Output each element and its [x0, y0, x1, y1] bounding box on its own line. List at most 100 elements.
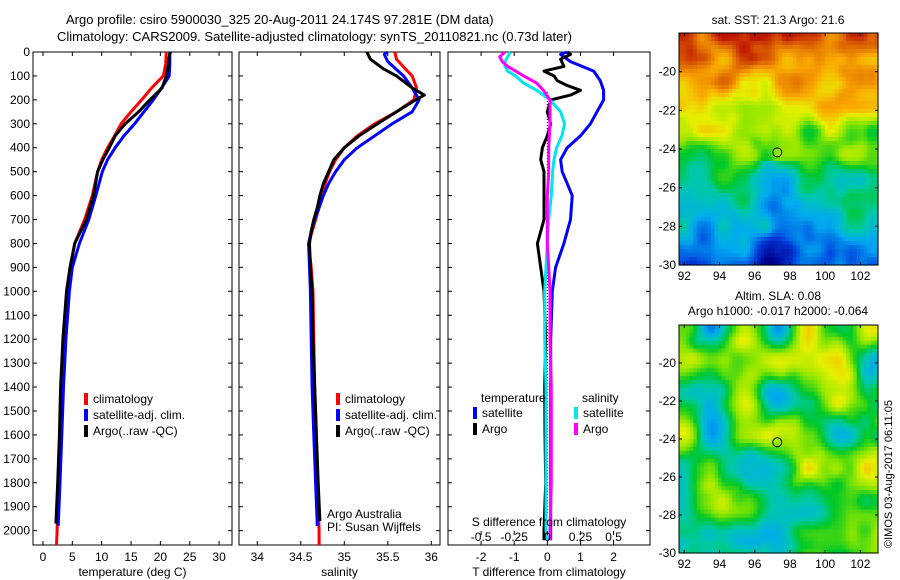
- y-tick-label: -20: [659, 65, 677, 79]
- x-tick-label: 34: [251, 550, 265, 564]
- y-tick-label: -22: [659, 394, 677, 408]
- x-tick-label: 15: [124, 550, 138, 564]
- annotation-line1: Argo Australia: [327, 507, 402, 521]
- y-tick-label: 1900: [3, 500, 30, 514]
- x-tick-label: 98: [783, 269, 797, 283]
- x-tick-label: 10: [95, 550, 109, 564]
- y-tick-label: 1100: [4, 308, 30, 322]
- s-tick-label: -0.5: [471, 530, 492, 544]
- sla-map: 92 94 96 98 100 102 -20 -22 -24 -26 -28 -30 Altim. S…: [659, 289, 879, 571]
- x-tick-label: 92: [678, 269, 692, 283]
- x-tick-label: 36: [425, 550, 439, 564]
- y-tick-label: 800: [10, 236, 30, 250]
- map-cells: [679, 33, 879, 266]
- x-tick-label: 96: [748, 557, 762, 571]
- sst-map-title: sat. SST: 21.3 Argo: 21.6: [712, 13, 845, 27]
- y-tick-label: -26: [659, 470, 677, 484]
- y-tick-label: -30: [659, 258, 677, 272]
- x-tick-label: 1: [577, 550, 584, 564]
- y-tick-label: 600: [10, 189, 30, 203]
- y-tick-label: -28: [659, 508, 677, 522]
- y-tick-label: 1600: [3, 428, 30, 442]
- y-tick-label: -30: [659, 546, 677, 560]
- sla-map-subtitle: Argo h1000: -0.017 h2000: -0.064: [688, 304, 868, 318]
- legend-header-temperature: temperature: [481, 391, 546, 405]
- x-tick-label: 2: [610, 550, 617, 564]
- argo-location-marker: [772, 437, 783, 448]
- legend-swatch: [84, 393, 88, 405]
- x-tick-label: 5: [69, 550, 76, 564]
- y-tick-label: 1200: [3, 332, 30, 346]
- y-tick-label: -24: [659, 432, 677, 446]
- legend-label: Argo(..raw -QC): [345, 424, 430, 438]
- title-line2: Climatology: CARS2009. Satellite-adjuste…: [57, 29, 572, 44]
- y-tick-label: 1000: [3, 284, 30, 298]
- argo-line: [54, 51, 172, 524]
- legend-label: climatology: [345, 392, 405, 406]
- x-tick-label: 25: [183, 550, 197, 564]
- legend-swatch: [336, 425, 340, 437]
- y-tick-label: 1500: [3, 404, 30, 418]
- y-tick-label: -26: [659, 181, 677, 195]
- x-tick-label: -1: [509, 550, 520, 564]
- x-tick-label: 94: [713, 269, 727, 283]
- y-tick-label: 300: [10, 117, 30, 131]
- legend-label: climatology: [93, 392, 153, 406]
- legend-header-salinity: salinity: [582, 391, 619, 405]
- x-tick-label: 102: [850, 269, 870, 283]
- x-tick-label: 35.5: [376, 550, 400, 564]
- difference-plot: -2 -1 0 1 2 -0.5 -0.25 0 0.25 0.5S difference fro…: [447, 50, 651, 579]
- legend-label: satellite: [482, 406, 523, 420]
- y-tick-label: 700: [10, 213, 30, 227]
- x-tick-label: 35: [338, 550, 352, 564]
- x-tick-label: 98: [783, 557, 797, 571]
- legend-swatch: [336, 409, 340, 421]
- legend-label: Argo: [482, 422, 508, 436]
- y-tick-label: 200: [10, 93, 30, 107]
- x-tick-label: 0: [544, 550, 551, 564]
- x-tick-label: -2: [476, 550, 487, 564]
- x-tick-label: 0: [40, 550, 47, 564]
- legend-label: satellite: [583, 406, 624, 420]
- argo-line: [308, 51, 426, 522]
- x-tick-label: 34.5: [289, 550, 313, 564]
- plot-frame: [238, 51, 441, 546]
- x-tick-label: 100: [815, 269, 835, 283]
- y-tick-label: 100: [10, 69, 30, 83]
- x-axis-label: T difference from climatology: [472, 565, 626, 579]
- title-line1: Argo profile: csiro 5900030_325 20-Aug-2…: [66, 12, 494, 27]
- y-tick-label: -28: [659, 219, 677, 233]
- s-tick-label: 0: [544, 530, 551, 544]
- legend-swatch: [84, 409, 88, 421]
- x-axis-label: temperature (deg C): [78, 565, 186, 579]
- y-tick-label: -22: [659, 103, 677, 117]
- temperature-plot: 0 5 10 15 20 25 300100200300400500600700800900…: [3, 45, 233, 579]
- legend-label: Argo: [583, 422, 609, 436]
- legend-swatch: [574, 423, 578, 435]
- y-tick-label: 500: [10, 165, 30, 179]
- s-tick-label: -0.25: [501, 530, 529, 544]
- s-argo-line: [498, 50, 553, 541]
- x-tick-label: 94: [713, 557, 727, 571]
- x-tick-label: 20: [154, 550, 168, 564]
- sla-map-title: Altim. SLA: 0.08: [735, 289, 821, 303]
- x-axis-label: salinity: [321, 565, 358, 579]
- x-tick-label: 92: [678, 557, 692, 571]
- y-tick-label: -20: [659, 356, 677, 370]
- argo-location-marker: [772, 147, 783, 158]
- legend-swatch: [336, 393, 340, 405]
- y-tick-label: -24: [659, 142, 677, 156]
- imos-credit: ©IMOS 03-Aug-2017 06:11:05: [883, 400, 895, 548]
- legend-swatch: [84, 425, 88, 437]
- legend-swatch: [473, 407, 477, 419]
- x-tick-label: 100: [815, 557, 835, 571]
- salinity-plot: 34 34.5 35 35.5 36 salinity climatology satelli…: [238, 50, 441, 579]
- y-tick-label: 1300: [3, 356, 30, 370]
- y-tick-label: 0: [23, 45, 30, 59]
- map-cells: [679, 325, 879, 554]
- s-axis-label: S difference from climatology: [472, 515, 627, 529]
- y-tick-label: 1400: [3, 380, 30, 394]
- y-tick-label: 400: [10, 141, 30, 155]
- legend-swatch: [473, 423, 477, 435]
